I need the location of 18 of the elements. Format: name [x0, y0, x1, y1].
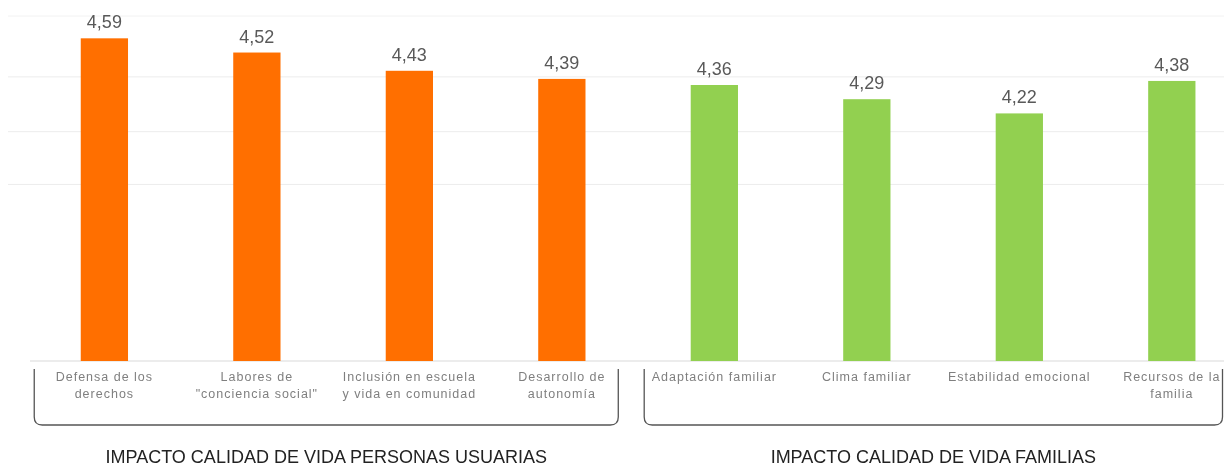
data-label: 4,29	[849, 73, 885, 94]
x-tick-label: Adaptación familiar	[651, 370, 777, 384]
data-label: 4,36	[696, 59, 732, 79]
data-label: 4,43	[391, 44, 427, 65]
x-tick-label: Clima familiar	[821, 370, 912, 384]
x-tick-label: Inclusión en escuela y vida en comunidad	[342, 370, 477, 401]
data-label: 4,39	[544, 52, 580, 73]
data-label: 4,52	[239, 26, 275, 47]
x-tick-label: Labores de "conciencia social"	[195, 370, 319, 401]
x-tick-label: Defensa de los derechos	[55, 370, 154, 401]
x-tick-label: Estabilidad emocional	[948, 370, 1091, 384]
data-label: 4,38	[1154, 54, 1190, 75]
text: IMPACTO CALIDAD DE VIDA FAMILIAS	[770, 447, 1097, 467]
data-label: 4,22	[1001, 87, 1037, 108]
text: IMPACTO CALIDAD DE VIDA PERSONAS USUARIAS	[105, 447, 547, 467]
data-label: 4,59	[86, 12, 122, 33]
x-tick-label: Desarrollo de autonomía	[518, 370, 606, 401]
x-tick-label: Recursos de la familia	[1123, 370, 1221, 401]
